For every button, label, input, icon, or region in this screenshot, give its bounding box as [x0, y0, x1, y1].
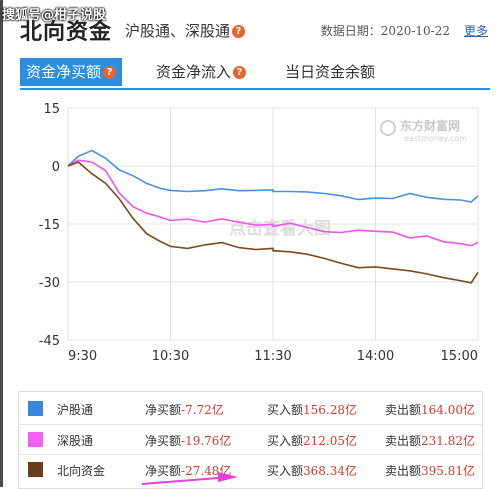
y-tick-label: -30: [39, 276, 60, 291]
sell-value: 231.82亿: [421, 434, 476, 448]
net-buy-value: -19.76亿: [181, 434, 232, 448]
north-bound-flow-chart[interactable]: 15 0 -15 -30 -45 9:30 10:30 11:30 14:00 15:00 东方财富…: [0, 92, 499, 382]
more-link[interactable]: 更多: [463, 24, 488, 38]
legend-swatch: [28, 401, 43, 416]
page-title: 北向资金: [20, 20, 113, 45]
series-line: [67, 159, 479, 247]
left-border-rule: [0, 0, 3, 487]
legend-swatch: [28, 432, 43, 447]
buy-value: 212.05亿: [303, 434, 358, 448]
buy-label: 买入额: [267, 464, 304, 478]
legend-name: 深股通: [57, 434, 94, 448]
sell-value: 395.81亿: [421, 464, 476, 478]
header: 北向资金 沪股通、深股通? 数据日期：2020-10-22 更多: [20, 10, 490, 50]
series-line: [67, 149, 479, 203]
tab-daily-balance[interactable]: 当日资金余额: [285, 58, 375, 86]
sell-label: 卖出额: [385, 434, 422, 448]
tab-bar: 资金净买额? 资金净流入? 当日资金余额: [20, 58, 490, 90]
tab-net-buy-label: 资金净买额: [26, 63, 102, 81]
sell-cell: 卖出额395.81亿: [385, 462, 475, 479]
net-buy-cell: 净买额-7.72亿: [145, 401, 224, 418]
buy-cell: 买入额212.05亿: [267, 432, 357, 449]
legend-name: 沪股通: [57, 403, 94, 417]
net-buy-value: -7.72亿: [181, 403, 224, 417]
tab-net-inflow-label: 资金净流入: [156, 63, 232, 81]
buy-value: 368.34亿: [303, 464, 358, 478]
y-tick-label: 15: [43, 102, 60, 117]
chart-area: 15 0 -15 -30 -45 9:30 10:30 11:30 14:00 15:00 东方财富…: [0, 92, 499, 382]
x-tick-label: 14:00: [357, 349, 394, 364]
x-tick-label: 10:30: [152, 349, 189, 364]
sell-label: 卖出额: [385, 464, 422, 478]
logo-icon: [380, 120, 396, 136]
tab-net-inflow[interactable]: 资金净流入?: [156, 58, 247, 86]
source-watermark: 搜狐号@柑子说股: [2, 8, 107, 23]
buy-cell: 买入额368.34亿: [267, 462, 357, 479]
buy-cell: 买入额156.28亿: [267, 401, 357, 418]
tab-daily-balance-label: 当日资金余额: [285, 63, 376, 81]
legend-name: 北向资金: [57, 464, 106, 478]
subtitle-text: 沪股通、深股通: [125, 22, 231, 40]
help-icon[interactable]: ?: [232, 25, 246, 38]
sell-value: 164.00亿: [421, 403, 476, 417]
tab-net-buy[interactable]: 资金净买额?: [20, 58, 123, 86]
buy-value: 156.28亿: [303, 403, 358, 417]
legend-row: 沪股通 净买额-7.72亿 买入额156.28亿 卖出额164.00亿: [19, 394, 482, 424]
data-date-label: 数据日期：2020-10-22: [320, 24, 450, 38]
legend-row: 北向资金 净买额-27.48亿 买入额368.34亿 卖出额395.81亿: [19, 454, 482, 485]
annotation-arrow-icon: [142, 472, 238, 485]
overlay-text: 点击查看大图: [229, 218, 331, 239]
net-buy-label: 净买额: [145, 464, 182, 478]
page-subtitle: 沪股通、深股通?: [125, 20, 246, 41]
y-tick-label: -45: [39, 334, 60, 349]
sell-label: 卖出额: [385, 403, 422, 417]
sell-cell: 卖出额164.00亿: [385, 401, 475, 418]
net-buy-cell: 净买额-19.76亿: [145, 432, 231, 449]
y-tick-label: -15: [39, 218, 60, 233]
series-line: [67, 161, 479, 284]
sell-cell: 卖出额231.82亿: [385, 432, 475, 449]
y-tick-label: 0: [52, 160, 60, 175]
logo-text: 东方财富网: [400, 118, 460, 133]
net-buy-label: 净买额: [145, 403, 182, 417]
logo-subtext: eastmoney.com: [404, 134, 467, 143]
x-tick-label: 15:00: [441, 349, 478, 364]
buy-label: 买入额: [267, 403, 304, 417]
legend-row: 深股通 净买额-19.76亿 买入额212.05亿 卖出额231.82亿: [19, 424, 482, 455]
x-tick-label: 9:30: [68, 349, 97, 364]
help-icon[interactable]: ?: [233, 66, 247, 79]
legend-table: 沪股通 净买额-7.72亿 买入额156.28亿 卖出额164.00亿 深股通 …: [18, 391, 483, 489]
buy-label: 买入额: [267, 434, 304, 448]
legend-swatch: [28, 462, 43, 477]
x-tick-label: 11:30: [254, 349, 291, 364]
help-icon[interactable]: ?: [103, 66, 117, 79]
net-buy-label: 净买额: [145, 434, 182, 448]
